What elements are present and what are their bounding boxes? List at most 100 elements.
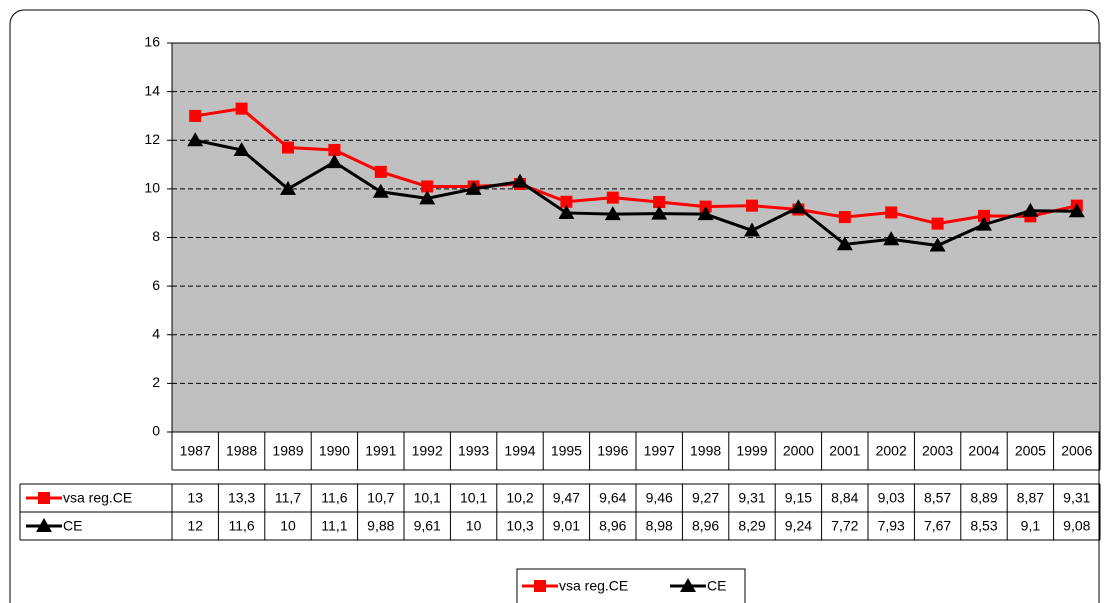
x-tick-label: 1989 [272,443,303,459]
marker [421,180,434,193]
marker [976,216,992,231]
table-value: 9,1 [1021,518,1041,534]
series-line [194,138,1077,248]
marker [697,206,714,221]
x-tick-label: 2000 [783,443,814,459]
y-tick-label: 2 [152,374,160,390]
legend-marker [680,578,696,592]
table-value: 11,6 [228,518,254,534]
marker [187,132,204,147]
x-tick-label: 1987 [180,443,211,459]
table-value: 9,08 [1063,518,1090,534]
marker [883,231,900,246]
table-value: 8,96 [692,518,719,534]
x-tick-label: 1999 [736,443,767,459]
marker [558,204,575,219]
marker [326,154,343,169]
marker [929,237,946,252]
legend-label: vsa reg.CE [63,490,132,506]
x-tick-label: 1996 [597,443,628,459]
table-value: 11,1 [321,518,347,534]
marker [604,206,621,221]
table-value: 10,1 [414,490,441,506]
marker [512,173,528,188]
table-value: 9,03 [878,490,905,506]
x-tick-label: 2006 [1061,443,1092,459]
table-value: 10,2 [506,490,533,506]
marker [651,205,668,220]
marker [419,190,436,205]
table-value: 9,46 [646,490,673,506]
y-tick-label: 4 [152,325,160,341]
table-value: 8,87 [1017,490,1044,506]
table-value: 9,01 [553,518,580,534]
y-tick-label: 8 [152,228,160,244]
series-line [194,107,1078,226]
table-value: 9,47 [553,490,580,506]
table-value: 8,89 [970,490,997,506]
table-value: 9,24 [785,518,812,534]
x-tick-label: 2001 [829,443,860,459]
marker [746,199,758,212]
marker [744,222,760,237]
x-tick-label: 1993 [458,443,489,459]
table-value: 10,3 [506,518,533,534]
x-tick-label: 2002 [876,443,907,459]
marker [1022,202,1039,217]
x-tick-label: 1991 [365,443,396,459]
table-value: 11,7 [275,490,301,506]
table-value: 9,27 [692,490,719,506]
x-tick-label: 2005 [1015,443,1046,459]
marker [189,109,202,122]
table-value: 7,67 [924,518,951,534]
marker [978,209,990,222]
x-tick-label: 1998 [690,443,721,459]
table-value: 9,88 [367,518,394,534]
y-tick-label: 16 [144,34,160,50]
legend-label: CE [707,578,726,594]
marker [465,180,482,195]
table-value: 8,29 [738,518,765,534]
table-value: 10,7 [367,490,394,506]
y-tick-label: 6 [152,277,160,293]
marker [653,196,666,209]
marker [790,199,807,214]
table-value: 12 [187,518,203,534]
x-tick-label: 1995 [551,443,582,459]
table-value: 7,72 [831,518,858,534]
table-value: 8,57 [924,490,951,506]
table-value: 13,3 [228,490,255,506]
table-value: 10,1 [460,490,487,506]
x-tick-label: 2004 [968,443,999,459]
x-tick-label: 2003 [922,443,953,459]
table-value: 8,96 [599,518,626,534]
marker [560,195,573,208]
marker [233,141,250,156]
x-tick-label: 1990 [319,443,350,459]
marker [836,236,853,251]
table-value: 9,31 [738,490,765,506]
table-value: 9,15 [785,490,812,506]
x-tick-label: 1994 [504,443,535,459]
y-tick-label: 0 [152,423,160,439]
legend-marker [38,492,50,504]
marker [280,180,296,195]
table-value: 9,64 [599,490,626,506]
x-tick-label: 1988 [226,443,257,459]
y-tick-label: 12 [144,131,160,147]
marker [838,211,851,224]
marker [328,143,341,156]
table-value: 8,53 [970,518,997,534]
table-value: 10 [466,518,482,534]
marker [931,217,944,230]
legend-marker [534,580,546,592]
legend-label: CE [63,518,82,534]
marker [606,191,619,204]
y-tick-label: 14 [144,82,160,98]
table-value: 10 [280,518,296,534]
marker [372,183,389,198]
table-value: 13 [187,490,203,506]
table-value: 7,93 [878,518,905,534]
legend-marker [36,518,52,532]
